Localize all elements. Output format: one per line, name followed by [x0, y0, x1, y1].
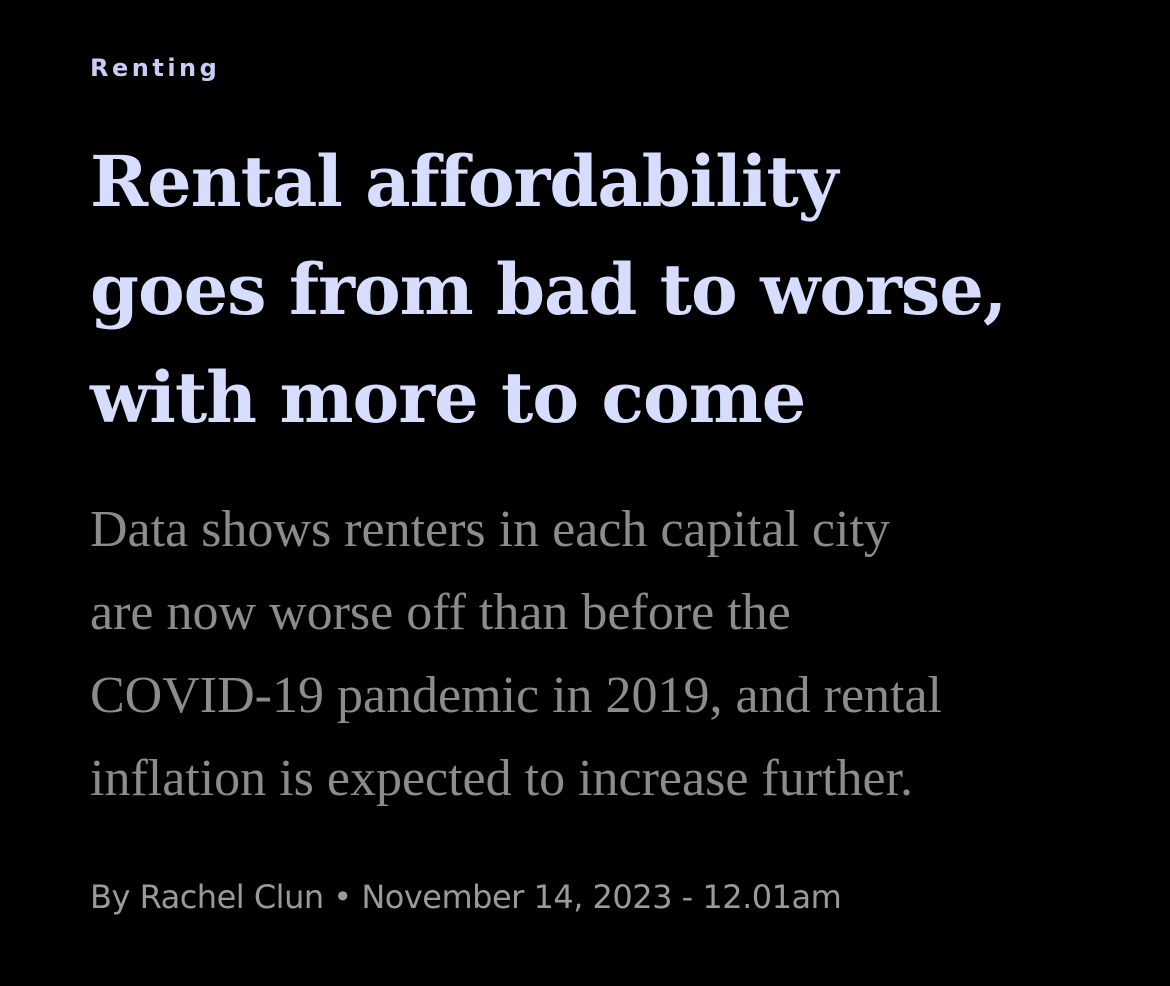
headline: Rental affordability goes from bad to wor… — [90, 128, 1007, 452]
standfirst-line: inflation is expected to increase furthe… — [90, 750, 914, 807]
standfirst: Data shows renters in each capital city a… — [90, 488, 942, 820]
author[interactable]: By Rachel Clun — [90, 878, 324, 916]
headline-line: Rental affordability — [90, 140, 838, 223]
standfirst-line: are now worse off than before the — [90, 584, 791, 641]
date: November 14, 2023 - 12.01am — [361, 878, 842, 916]
standfirst-line: COVID-19 pandemic in 2019, and rental — [90, 667, 943, 724]
standfirst-line: Data shows renters in each capital city — [90, 501, 890, 558]
headline-line: with more to come — [90, 356, 806, 439]
headline-line: goes from bad to worse, — [90, 248, 1007, 331]
separator: • — [333, 878, 352, 916]
byline: By Rachel Clun • November 14, 2023 - 12.… — [90, 878, 842, 916]
section-label[interactable]: Renting — [90, 54, 221, 82]
